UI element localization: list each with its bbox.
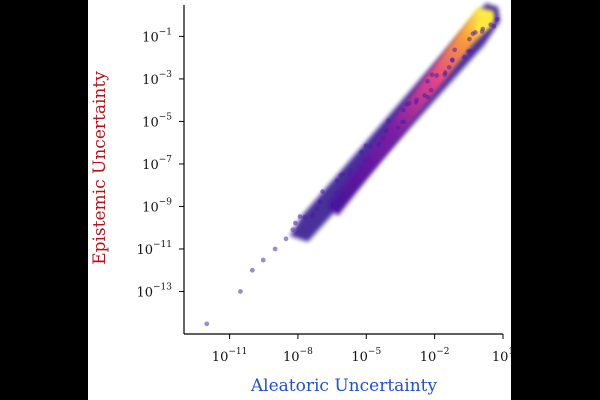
x-tick-label: 10−8 bbox=[283, 347, 313, 365]
data-point bbox=[425, 94, 431, 100]
x-tick-label: 10−2 bbox=[420, 347, 450, 365]
data-point bbox=[376, 141, 382, 146]
data-point bbox=[359, 149, 364, 155]
data-point bbox=[450, 57, 455, 62]
data-point bbox=[425, 78, 430, 84]
data-point bbox=[249, 267, 255, 273]
data-point bbox=[480, 26, 486, 32]
data-point bbox=[335, 190, 341, 196]
data-point bbox=[293, 220, 298, 226]
data-point bbox=[359, 165, 365, 171]
x-tick-label: 101 bbox=[492, 347, 514, 365]
y-tick-label: 10−5 bbox=[142, 112, 172, 130]
data-point bbox=[473, 30, 478, 35]
data-point bbox=[302, 214, 307, 220]
y-tick-label: 10−11 bbox=[136, 240, 172, 258]
data-point bbox=[386, 118, 391, 124]
data-point bbox=[402, 119, 407, 125]
density-core bbox=[474, 13, 494, 33]
data-point bbox=[446, 65, 452, 70]
data-point bbox=[260, 257, 266, 263]
data-point bbox=[290, 227, 296, 233]
data-point bbox=[297, 214, 303, 219]
data-point bbox=[317, 199, 323, 204]
y-axis-title: Epistemic Uncertainty bbox=[90, 71, 110, 265]
data-point bbox=[368, 144, 373, 149]
data-point bbox=[461, 54, 467, 60]
data-point bbox=[414, 97, 419, 103]
x-axis-title: Aleatoric Uncertainty bbox=[250, 376, 438, 396]
data-point bbox=[434, 73, 439, 78]
data-point bbox=[468, 48, 473, 54]
data-point bbox=[238, 289, 243, 294]
y-tick-label: 10−3 bbox=[142, 70, 172, 88]
data-point bbox=[314, 206, 320, 212]
x-tick-label: 10−11 bbox=[212, 347, 248, 365]
data-point bbox=[406, 100, 412, 106]
x-ticks: 10−11 10−8 10−5 10−2 101 bbox=[212, 334, 514, 365]
y-tick-label: 10−7 bbox=[142, 155, 172, 173]
data-point bbox=[491, 23, 497, 29]
data-point bbox=[452, 47, 457, 53]
data-point bbox=[395, 125, 401, 131]
y-tick-label: 10−13 bbox=[136, 282, 172, 300]
data-point bbox=[334, 178, 340, 184]
data-point bbox=[362, 158, 368, 164]
density-ridge bbox=[289, 3, 501, 242]
data-point bbox=[329, 196, 335, 202]
data-point bbox=[467, 36, 472, 42]
data-point bbox=[494, 16, 500, 22]
data-point bbox=[443, 70, 448, 75]
y-tick-label: 10−1 bbox=[142, 27, 172, 45]
outlier-points bbox=[204, 227, 296, 327]
data-point bbox=[348, 168, 353, 173]
data-point bbox=[363, 143, 369, 148]
data-point bbox=[429, 72, 435, 78]
data-point bbox=[320, 189, 325, 194]
data-point bbox=[272, 246, 278, 252]
data-point bbox=[401, 107, 406, 113]
data-point bbox=[340, 171, 346, 177]
data-point bbox=[384, 128, 389, 133]
data-point bbox=[204, 321, 210, 327]
data-point bbox=[428, 87, 434, 93]
data-point bbox=[283, 236, 289, 242]
data-point bbox=[380, 135, 386, 141]
axes bbox=[183, 5, 503, 335]
y-ticks: 10−1 10−3 10−5 10−7 10−9 10−11 10−13 bbox=[136, 27, 184, 300]
y-tick-label: 10−9 bbox=[142, 197, 172, 215]
data-point bbox=[310, 211, 316, 217]
x-tick-label: 10−5 bbox=[351, 347, 381, 365]
